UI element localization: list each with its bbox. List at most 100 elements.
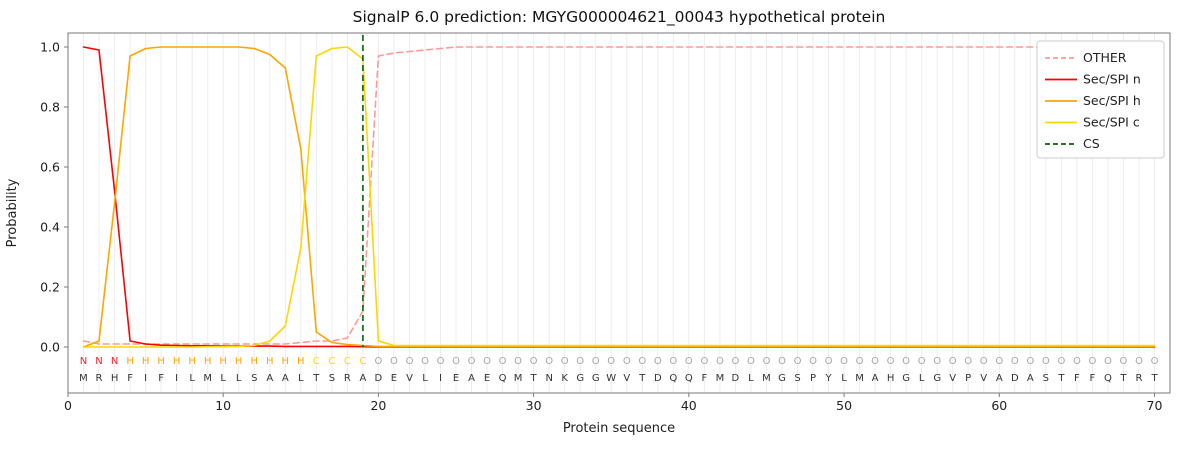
- region-label-letter: O: [623, 356, 631, 367]
- residue-letter: H: [887, 373, 895, 384]
- residue-letter: T: [530, 373, 538, 384]
- region-label-letter: O: [499, 356, 507, 367]
- x-tick-label: 50: [836, 398, 852, 413]
- y-axis-label: Probability: [5, 178, 20, 247]
- region-label-letter: O: [902, 356, 910, 367]
- residue-letter: T: [1057, 373, 1065, 384]
- residue-letter: G: [902, 373, 910, 384]
- residue-letter: M: [514, 373, 523, 384]
- region-label-letter: O: [421, 356, 429, 367]
- region-label-letter: O: [1088, 356, 1096, 367]
- residue-letter: A: [872, 373, 879, 384]
- region-label-letter: O: [545, 356, 553, 367]
- residue-letter: S: [329, 373, 335, 384]
- x-tick-label: 60: [991, 398, 1007, 413]
- residue-letter: M: [203, 373, 212, 384]
- region-label-letter: H: [219, 356, 227, 367]
- region-label-letter: O: [918, 356, 926, 367]
- y-tick-label: 0.6: [40, 160, 60, 175]
- region-label-letter: O: [576, 356, 584, 367]
- residue-letter: M: [79, 373, 88, 384]
- residue-letter: G: [576, 373, 584, 384]
- region-label-letter: O: [887, 356, 895, 367]
- residue-letter: F: [1090, 373, 1096, 384]
- residue-letter: S: [1043, 373, 1049, 384]
- residue-letter: M: [716, 373, 725, 384]
- series-line-sec-spi-h: [82, 46, 1156, 348]
- residue-letter: Q: [499, 373, 507, 384]
- region-label-letter: O: [1011, 356, 1019, 367]
- region-label-letter: O: [374, 356, 382, 367]
- residue-letter: V: [949, 373, 956, 384]
- region-label-letter: O: [468, 356, 476, 367]
- region-label-letter: N: [95, 356, 102, 367]
- residue-letter: G: [778, 373, 786, 384]
- residue-letter: D: [375, 373, 383, 384]
- residue-letter: L: [220, 373, 226, 384]
- residue-letter: P: [965, 373, 971, 384]
- region-label-letter: O: [1057, 356, 1065, 367]
- residue-letter: L: [236, 373, 242, 384]
- residue-letter: D: [654, 373, 662, 384]
- residue-letter: Q: [685, 373, 693, 384]
- residue-letter: I: [439, 373, 442, 384]
- x-tick-label: 0: [64, 398, 72, 413]
- residue-letter: A: [468, 373, 475, 384]
- residue-letter: F: [702, 373, 708, 384]
- residue-letter: L: [919, 373, 925, 384]
- region-label-letter: H: [188, 356, 196, 367]
- residue-letter: I: [144, 373, 147, 384]
- region-label-letter: H: [173, 356, 181, 367]
- region-label-letter: O: [840, 356, 848, 367]
- region-label-letter: H: [282, 356, 290, 367]
- region-label-letter: O: [778, 356, 786, 367]
- residue-letter: Q: [669, 373, 677, 384]
- residue-letter: A: [266, 373, 273, 384]
- legend-box: [1036, 40, 1165, 159]
- residue-letter: G: [933, 373, 941, 384]
- region-label-letter: N: [111, 356, 118, 367]
- residue-letter: E: [484, 373, 490, 384]
- region-label-letter: O: [592, 356, 600, 367]
- residue-letter: A: [1027, 373, 1034, 384]
- region-label-letter: O: [964, 356, 972, 367]
- region-label-letter: N: [80, 356, 87, 367]
- residue-letter: D: [1011, 373, 1019, 384]
- y-tick-label: 1.0: [40, 40, 60, 55]
- region-label-letter: O: [1104, 356, 1112, 367]
- residue-letter: M: [855, 373, 864, 384]
- region-label-letter: O: [949, 356, 957, 367]
- region-label-letter: H: [126, 356, 134, 367]
- region-label-letter: O: [825, 356, 833, 367]
- residue-letter: R: [344, 373, 351, 384]
- region-label-letter: O: [995, 356, 1003, 367]
- region-label-letter: O: [856, 356, 864, 367]
- x-tick-label: 40: [681, 398, 697, 413]
- region-label-letter: O: [794, 356, 802, 367]
- residue-letter: M: [762, 373, 771, 384]
- series-line-other: [82, 46, 1156, 345]
- region-label-letter: H: [297, 356, 305, 367]
- region-label-letter: O: [669, 356, 677, 367]
- legend-entry-label: Sec/SPI n: [1083, 72, 1141, 87]
- residue-letter: L: [748, 373, 754, 384]
- y-tick-label: 0.4: [40, 220, 60, 235]
- region-label-letter: O: [406, 356, 414, 367]
- legend-entry-label: CS: [1083, 136, 1100, 151]
- residue-letter: E: [391, 373, 397, 384]
- residue-letter: P: [810, 373, 816, 384]
- residue-letter: V: [623, 373, 630, 384]
- y-tick-label: 0.8: [40, 100, 60, 115]
- y-tick-label: 0.0: [40, 340, 60, 355]
- region-label-letter: O: [685, 356, 693, 367]
- region-label-letter: O: [871, 356, 879, 367]
- residue-letter: T: [1150, 373, 1158, 384]
- residue-letter: L: [841, 373, 847, 384]
- region-label-letter: H: [266, 356, 274, 367]
- residue-letter: V: [406, 373, 413, 384]
- region-label-letter: O: [390, 356, 398, 367]
- x-axis-label: Protein sequence: [563, 421, 675, 436]
- region-label-letter: O: [933, 356, 941, 367]
- region-label-letter: H: [157, 356, 165, 367]
